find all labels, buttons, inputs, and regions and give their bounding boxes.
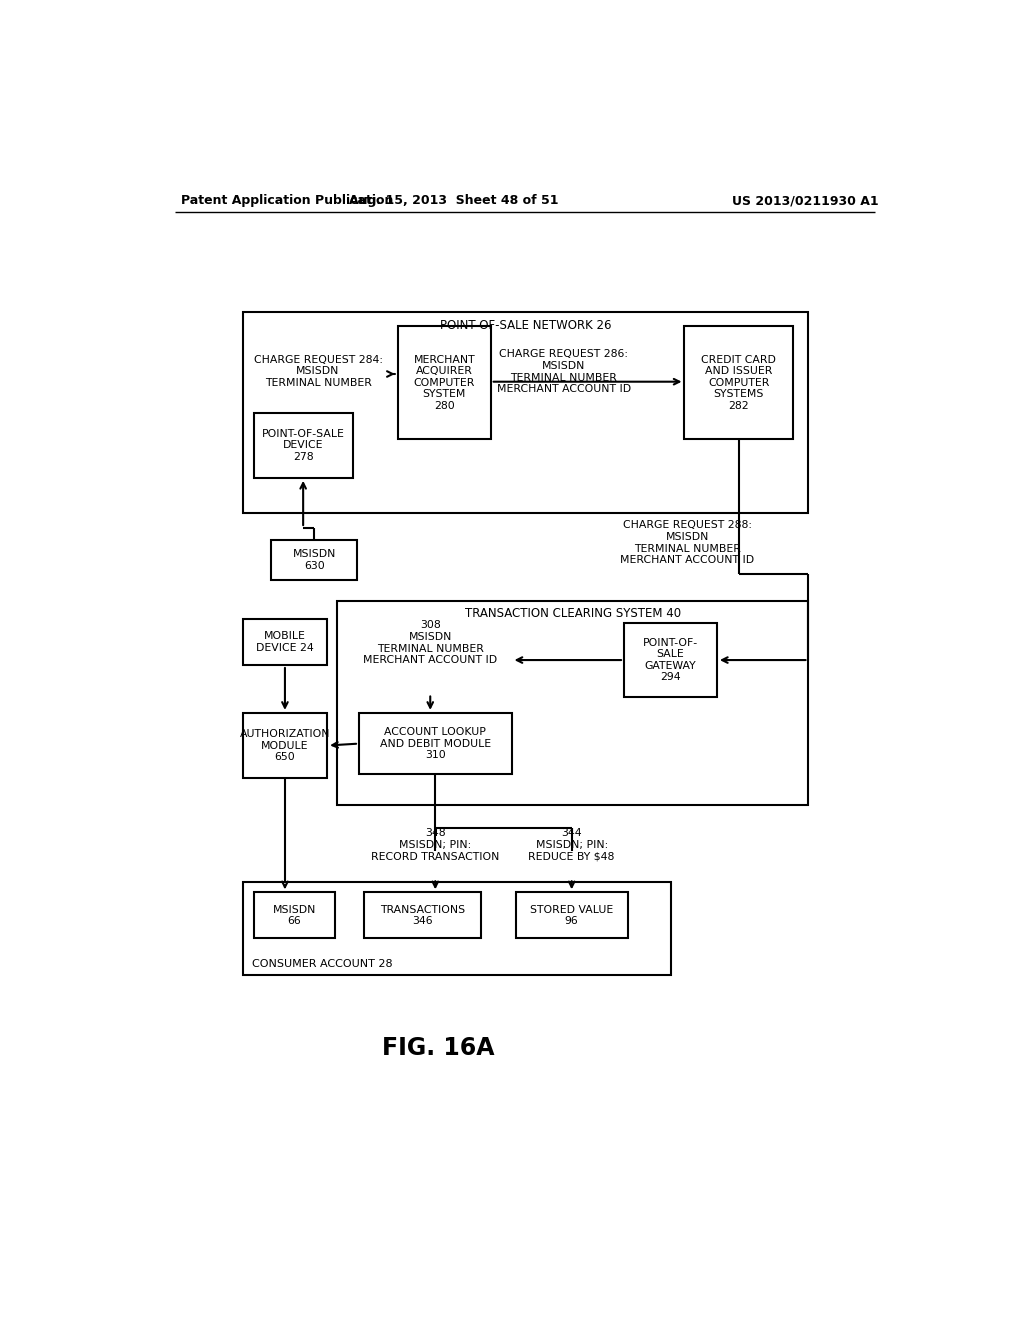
Text: CHARGE REQUEST 288:
MSISDN
TERMINAL NUMBER
MERCHANT ACCOUNT ID: CHARGE REQUEST 288: MSISDN TERMINAL NUMB…: [621, 520, 755, 565]
Bar: [359, 713, 512, 775]
Bar: [337, 601, 809, 805]
Bar: [515, 892, 628, 939]
Bar: [254, 892, 335, 939]
Text: Patent Application Publication: Patent Application Publication: [180, 194, 393, 207]
Text: MERCHANT
ACQUIRER
COMPUTER
SYSTEM
280: MERCHANT ACQUIRER COMPUTER SYSTEM 280: [414, 355, 475, 411]
Text: US 2013/0211930 A1: US 2013/0211930 A1: [732, 194, 880, 207]
Bar: [365, 892, 480, 939]
Bar: [397, 326, 490, 440]
Text: CHARGE REQUEST 284:
MSISDN
TERMINAL NUMBER: CHARGE REQUEST 284: MSISDN TERMINAL NUMB…: [254, 355, 383, 388]
Text: POINT-OF-SALE NETWORK 26: POINT-OF-SALE NETWORK 26: [440, 319, 611, 333]
Text: TRANSACTION CLEARING SYSTEM 40: TRANSACTION CLEARING SYSTEM 40: [465, 607, 681, 620]
Text: FIG. 16A: FIG. 16A: [382, 1036, 495, 1060]
Text: CREDIT CARD
AND ISSUER
COMPUTER
SYSTEMS
282: CREDIT CARD AND ISSUER COMPUTER SYSTEMS …: [701, 355, 776, 411]
Text: 348
MSISDN; PIN:
RECORD TRANSACTION: 348 MSISDN; PIN: RECORD TRANSACTION: [371, 829, 500, 862]
Bar: [243, 882, 671, 974]
Text: Aug. 15, 2013  Sheet 48 of 51: Aug. 15, 2013 Sheet 48 of 51: [349, 194, 558, 207]
Text: 344
MSISDN; PIN:
REDUCE BY $48: 344 MSISDN; PIN: REDUCE BY $48: [528, 829, 614, 862]
Text: CONSUMER ACCOUNT 28: CONSUMER ACCOUNT 28: [252, 958, 392, 969]
Bar: [254, 412, 352, 478]
Bar: [243, 313, 809, 512]
Bar: [684, 326, 793, 440]
Bar: [624, 623, 717, 697]
Bar: [243, 713, 328, 779]
Text: 308
MSISDN
TERMINAL NUMBER
MERCHANT ACCOUNT ID: 308 MSISDN TERMINAL NUMBER MERCHANT ACCO…: [364, 620, 498, 665]
Text: POINT-OF-
SALE
GATEWAY
294: POINT-OF- SALE GATEWAY 294: [643, 638, 698, 682]
Text: MSISDN
630: MSISDN 630: [293, 549, 336, 570]
Text: POINT-OF-SALE
DEVICE
278: POINT-OF-SALE DEVICE 278: [262, 429, 345, 462]
Text: MSISDN
66: MSISDN 66: [273, 904, 316, 927]
Text: MOBILE
DEVICE 24: MOBILE DEVICE 24: [256, 631, 313, 653]
Bar: [243, 619, 328, 665]
Text: AUTHORIZATION
MODULE
650: AUTHORIZATION MODULE 650: [240, 729, 330, 762]
Text: STORED VALUE
96: STORED VALUE 96: [530, 904, 613, 927]
Text: TRANSACTIONS
346: TRANSACTIONS 346: [380, 904, 465, 927]
Bar: [271, 540, 357, 581]
Text: ACCOUNT LOOKUP
AND DEBIT MODULE
310: ACCOUNT LOOKUP AND DEBIT MODULE 310: [380, 727, 490, 760]
Text: CHARGE REQUEST 286:
MSISDN
TERMINAL NUMBER
MERCHANT ACCOUNT ID: CHARGE REQUEST 286: MSISDN TERMINAL NUMB…: [497, 350, 631, 395]
